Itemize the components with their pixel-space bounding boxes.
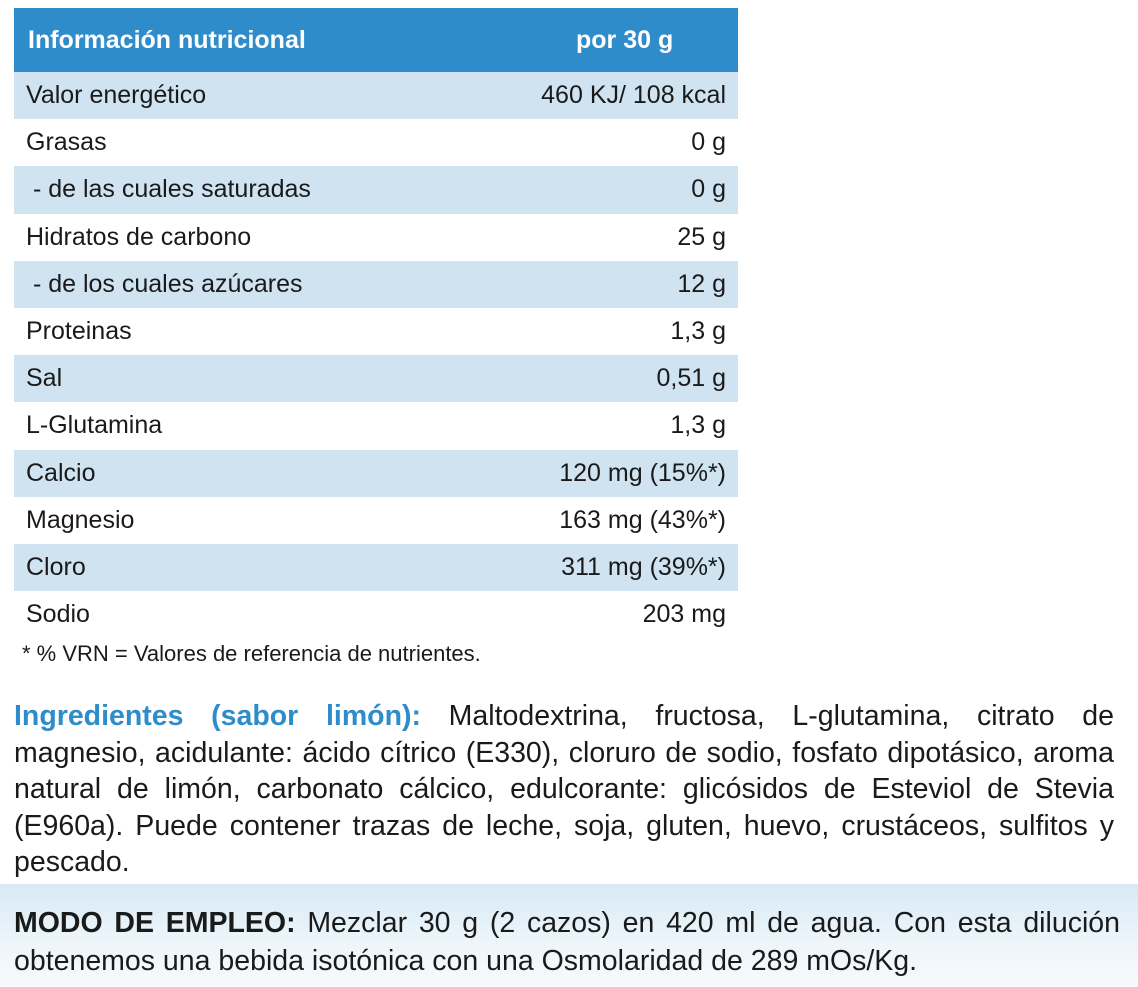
footnote: * % VRN = Valores de referencia de nutri… [22, 641, 481, 666]
nutrition-row: Grasas 0 g [14, 119, 738, 166]
nutrient-label: - de los cuales azúcares [26, 269, 303, 298]
nutrient-value: 120 mg (15%*) [559, 458, 726, 487]
usage-text: Mezclar 30 g (2 cazos) en 420 ml de agua… [14, 907, 1120, 977]
nutrition-row: Sodio 203 mg [14, 591, 738, 638]
nutrient-value: 25 g [677, 222, 726, 251]
nutrition-row: - de los cuales azúcares 12 g [14, 260, 738, 308]
ingredients-lead: Ingredientes (sabor limón): [14, 700, 421, 732]
nutrient-value: 1,3 g [670, 411, 726, 440]
nutrient-label: - de las cuales saturadas [26, 175, 311, 204]
nutrient-value: 0,51 g [656, 364, 726, 393]
nutrient-label: Grasas [26, 128, 107, 157]
nutrient-label: Calcio [26, 458, 96, 487]
nutrient-value: 311 mg (39%*) [561, 552, 726, 581]
usage-lead: MODO DE EMPLEO: [14, 907, 296, 939]
usage-paragraph: MODO DE EMPLEO: Mezclar 30 g (2 cazos) e… [14, 904, 1120, 980]
nutrition-row: Proteinas 1,3 g [14, 308, 738, 355]
ingredients-text: Maltodextrina, fructosa, L-glutamina, ci… [14, 700, 1114, 878]
nutrient-value: 203 mg [642, 600, 726, 629]
nutrition-table: Información nutricional por 30 g Valor e… [14, 8, 738, 638]
nutrition-row: Sal 0,51 g [14, 355, 738, 403]
header-value: por 30 g [576, 25, 674, 54]
nutrient-value: 163 mg (43%*) [559, 505, 726, 534]
nutrient-value: 460 KJ/ 108 kcal [541, 81, 726, 110]
nutrition-row: Valor energético 460 KJ/ 108 kcal [14, 72, 738, 120]
usage-background [0, 884, 1138, 987]
nutrition-rows: Valor energético 460 KJ/ 108 kcal Grasas 0 … [14, 72, 738, 638]
nutrition-row: Hidratos de carbono 25 g [14, 214, 738, 261]
nutrient-value: 0 g [691, 175, 726, 204]
nutrition-row: Magnesio 163 mg (43%*) [14, 497, 738, 544]
nutrient-label: Hidratos de carbono [26, 222, 252, 251]
nutrient-label: Magnesio [26, 505, 135, 534]
ingredients-paragraph: Ingredientes (sabor limón): Maltodextrin… [14, 698, 1114, 881]
nutrient-label: Proteinas [26, 317, 132, 346]
nutrition-row: Cloro 311 mg (39%*) [14, 543, 738, 592]
nutrition-row: Calcio 120 mg (15%*) [14, 449, 738, 497]
nutrition-table-header: Información nutricional por 30 g [14, 8, 738, 72]
nutrient-label: Valor energético [26, 81, 207, 110]
nutrient-label: Sal [26, 364, 63, 393]
nutrition-row: L-Glutamina 1,3 g [14, 402, 738, 449]
nutrient-label: L-Glutamina [26, 411, 163, 440]
nutrient-value: 12 g [677, 269, 726, 298]
nutrient-value: 0 g [691, 128, 726, 157]
header-label: Información nutricional [28, 25, 306, 54]
nutrient-value: 1,3 g [670, 317, 726, 346]
nutrient-label: Sodio [26, 600, 90, 629]
nutrient-label: Cloro [26, 552, 86, 581]
nutrition-row: - de las cuales saturadas 0 g [14, 166, 738, 214]
